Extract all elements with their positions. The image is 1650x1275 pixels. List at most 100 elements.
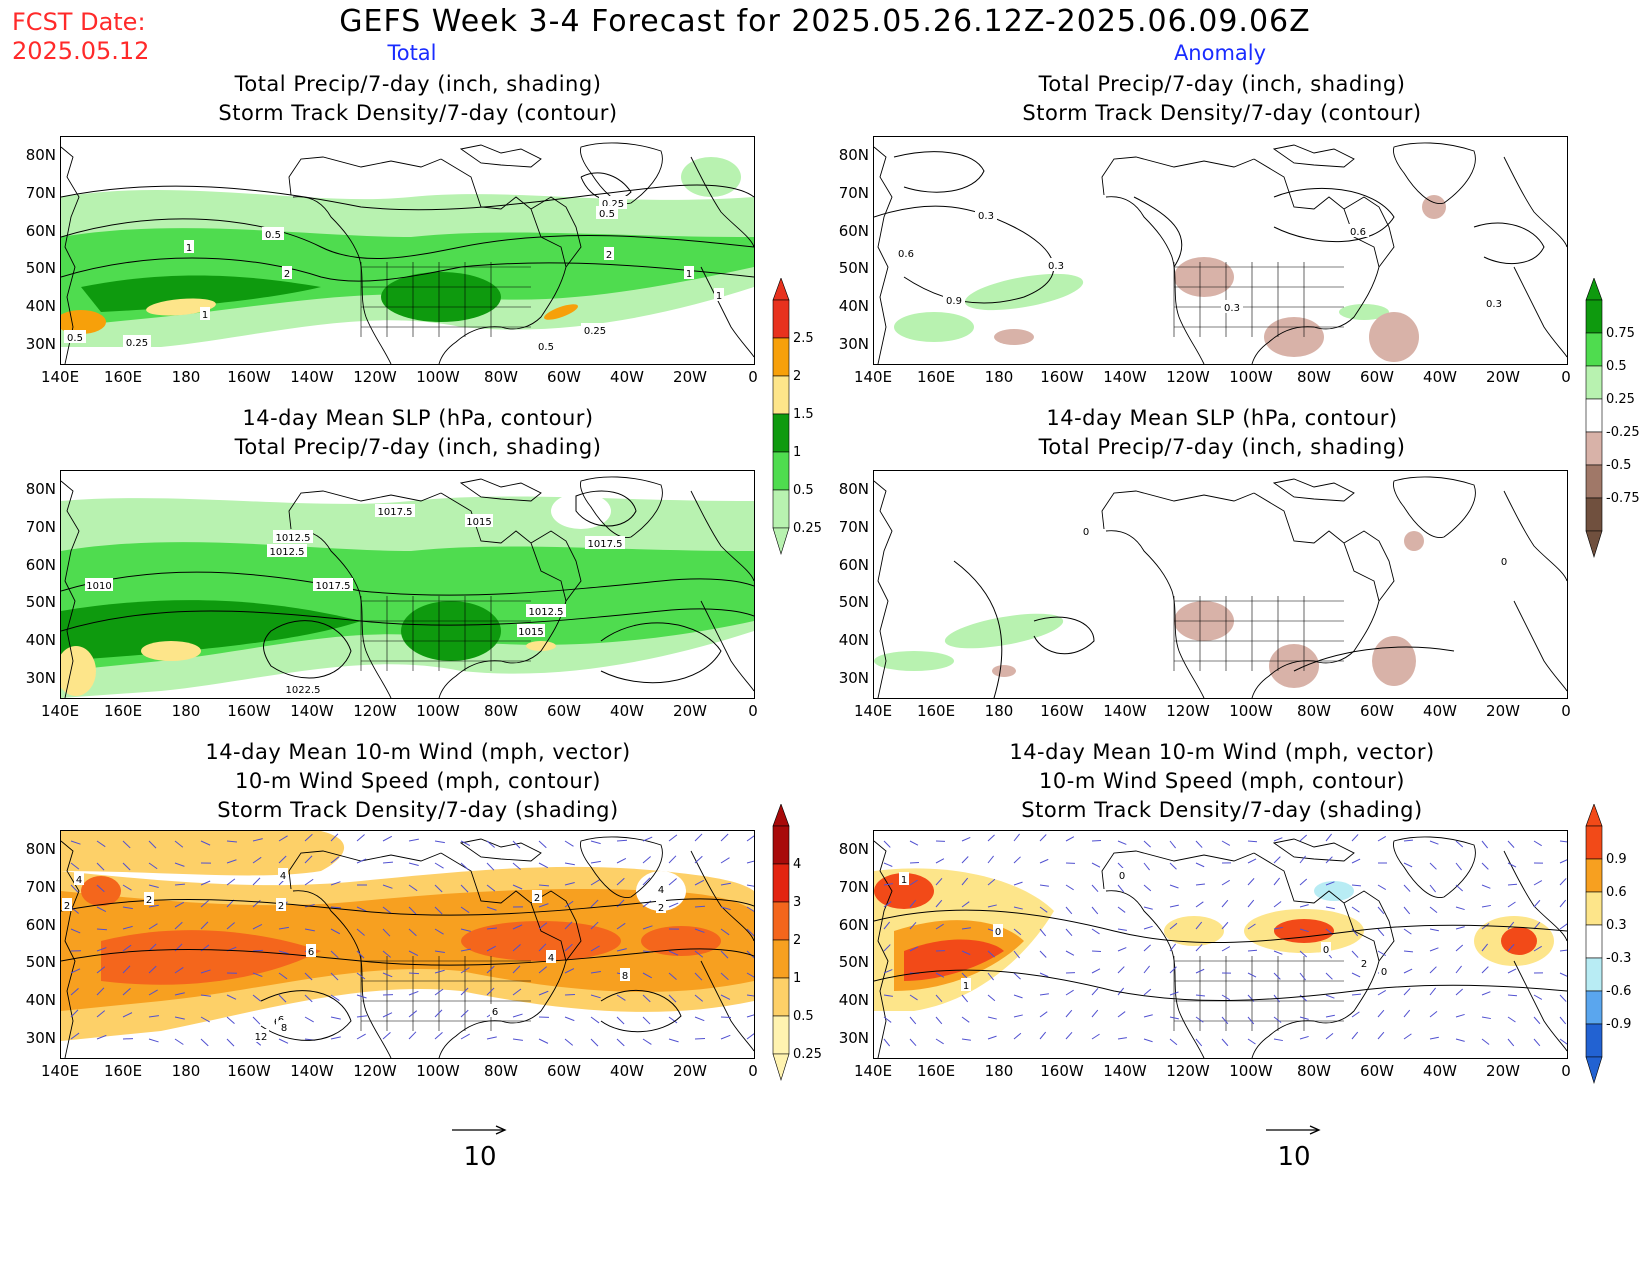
contour-label: 1 <box>184 240 194 254</box>
lon-tick-label: 140E <box>40 1062 80 1080</box>
map-panel-total-precip-storm: 0.25 0.5 1 0.5 2 1 0.5 0.25 2 1 1 0.25 0.5 <box>60 136 755 365</box>
contour-label: 1 <box>714 288 724 302</box>
colorbar-label: 0.5 <box>1606 359 1627 374</box>
svg-text:0: 0 <box>995 927 1001 938</box>
precip-anom-positive <box>944 613 1064 649</box>
svg-text:0: 0 <box>1323 945 1329 956</box>
colorbar-canvas: 0.9 0.6 0.3 -0.3 -0.6 -0.9 <box>1585 803 1631 1085</box>
contour-label: 4 <box>656 882 666 896</box>
lat-tick-label: 40N <box>25 297 56 316</box>
contour-line <box>263 620 352 679</box>
lon-tick-label: 160E <box>916 368 956 386</box>
panel-title-p2: Total Precip/7-day (inch, shading) Storm… <box>872 70 1572 128</box>
lon-tick-label: 160W <box>227 368 271 386</box>
coastline-layer <box>874 476 1567 698</box>
storm-shade-dark <box>81 876 121 906</box>
reference-vector-label: 10 <box>1277 1142 1311 1172</box>
column-label-anomaly: Anomaly <box>1173 41 1267 65</box>
lon-tick-label: 80W <box>1297 368 1331 386</box>
lon-tick-label: 140W <box>1103 1062 1147 1080</box>
colorbar-label: 1 <box>793 445 801 460</box>
precip-shade-light <box>681 157 741 197</box>
svg-text:2: 2 <box>658 903 664 914</box>
contour-label: 1 <box>684 266 694 280</box>
storm-anom-negative <box>1314 881 1354 901</box>
lon-tick-label: 140E <box>853 702 893 720</box>
colorbar-label: -0.25 <box>1606 425 1640 440</box>
contour-label: 0.5 <box>535 339 557 353</box>
svg-text:2: 2 <box>606 250 612 261</box>
colorbar-label: -0.9 <box>1606 1017 1631 1032</box>
colorbar-swatch <box>772 825 790 865</box>
storm-shade-medium <box>61 889 754 1011</box>
svg-text:4: 4 <box>658 885 664 896</box>
storm-anom-light <box>1164 916 1224 946</box>
lon-tick-label: 40W <box>610 702 644 720</box>
colorbar-precip-anomaly: 0.75 0.5 0.25 -0.25 -0.5 -0.75 <box>1583 277 1650 559</box>
lon-tick-label: 160E <box>103 702 143 720</box>
svg-text:4: 4 <box>548 953 554 964</box>
svg-text:1012.5: 1012.5 <box>270 547 305 558</box>
svg-text:0.6: 0.6 <box>1350 227 1366 238</box>
panel-title-line: Total Precip/7-day (inch, shading) <box>1038 435 1406 459</box>
lon-tick-label: 20W <box>673 368 707 386</box>
contour-line <box>1473 222 1545 265</box>
svg-text:12: 12 <box>255 1032 268 1043</box>
svg-text:2: 2 <box>278 901 284 912</box>
contour-line <box>61 571 754 596</box>
svg-text:0.5: 0.5 <box>67 333 83 344</box>
contour-label: 1015 <box>465 514 493 528</box>
lon-tick-label: 100W <box>1229 702 1273 720</box>
contour-line <box>1033 616 1095 655</box>
colorbar-swatch <box>772 375 790 415</box>
svg-text:0.25: 0.25 <box>584 326 606 337</box>
colorbar-swatch <box>1585 398 1603 433</box>
contour-line <box>61 218 754 259</box>
map-canvas: 1 0 1 0 0 2 0 <box>874 833 1567 1058</box>
contour-label: 0.3 <box>1045 258 1067 272</box>
reference-vector-total: 10 <box>450 1122 510 1182</box>
lon-tick-label: 100W <box>416 368 460 386</box>
coastline-layer <box>874 836 1567 1058</box>
svg-text:2: 2 <box>1361 959 1367 970</box>
lon-tick-label: 180 <box>171 368 201 386</box>
colorbar-canvas: 0.75 0.5 0.25 -0.25 -0.5 -0.75 <box>1585 277 1640 559</box>
colorbar-swatch <box>1585 332 1603 367</box>
panel-title-line: Storm Track Density/7-day (contour) <box>1022 101 1422 125</box>
fcst-date-block: FCST Date: 2025.05.12 <box>12 8 149 66</box>
lon-tick-label: 140E <box>853 368 893 386</box>
colorbar-label: 0.6 <box>1606 885 1627 900</box>
colorbar-label: 0.25 <box>793 521 822 536</box>
precip-shade-yellow <box>141 641 201 661</box>
colorbar-label: 0.5 <box>793 483 814 498</box>
lat-tick-label: 80N <box>838 840 869 858</box>
lat-tick-label: 60N <box>25 555 56 574</box>
map-canvas: 1012.5 1012.5 1017.5 1015 1017.5 1010 1017.5 10… <box>61 476 754 698</box>
colorbar-swatch <box>1585 431 1603 466</box>
precip-anom-negative <box>994 329 1034 345</box>
storm-shade-dark <box>461 921 621 961</box>
contour-label: 1012.5 <box>267 544 307 558</box>
contour-line <box>61 948 754 966</box>
svg-text:0.5: 0.5 <box>599 209 615 220</box>
panel-title-p1: Total Precip/7-day (inch, shading) Storm… <box>68 70 768 128</box>
coastline-layer <box>874 142 1567 364</box>
map-canvas: 42422264426861268 <box>61 831 754 1058</box>
contour-line <box>61 257 754 282</box>
lon-tick-label: 40W <box>610 1062 644 1080</box>
lon-tick-label: 160W <box>1040 368 1084 386</box>
lat-tick-label: 40N <box>838 631 869 650</box>
coastline-layer <box>61 142 754 364</box>
lon-tick-label: 20W <box>673 702 707 720</box>
colorbar-swatch <box>772 977 790 1017</box>
precip-gap <box>551 493 611 529</box>
precip-shade-orange <box>61 310 106 334</box>
map-canvas: 0.3 0.6 0.3 0.9 0.6 0.3 0.3 <box>874 142 1567 364</box>
svg-text:2: 2 <box>534 893 540 904</box>
svg-text:1017.5: 1017.5 <box>378 507 413 518</box>
contour-line <box>600 989 682 1033</box>
lon-tick-label: 140W <box>1103 702 1147 720</box>
svg-text:0.5: 0.5 <box>538 342 554 353</box>
panel-title-p6: 14-day Mean 10-m Wind (mph, vector) 10-m… <box>872 738 1572 825</box>
